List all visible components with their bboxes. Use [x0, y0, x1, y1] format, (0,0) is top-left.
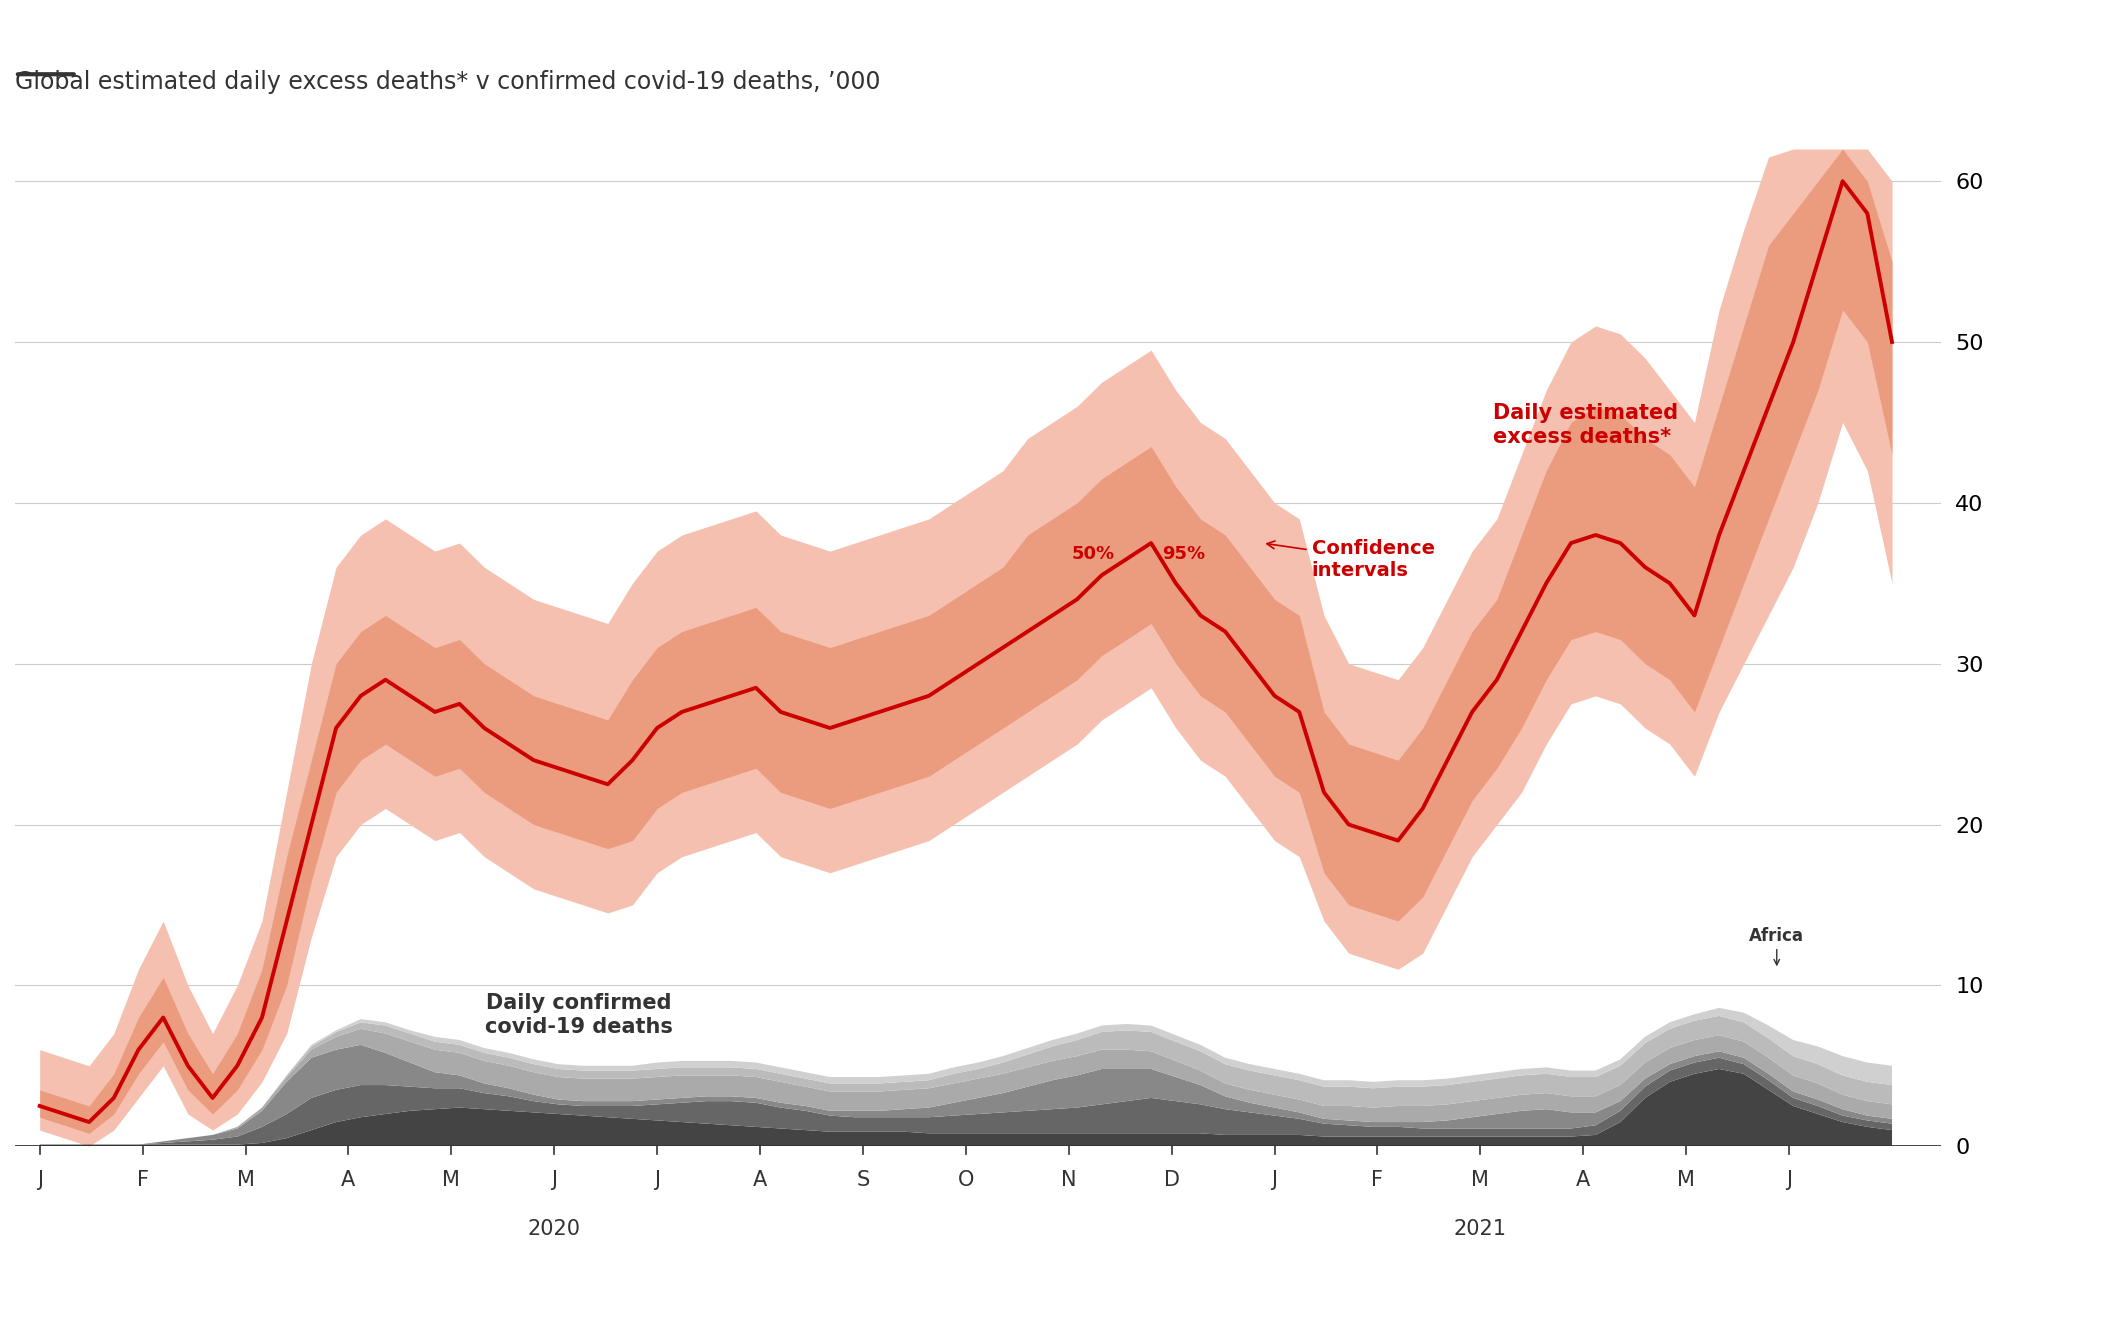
Text: S: S — [856, 1170, 869, 1190]
Text: F: F — [137, 1170, 149, 1190]
Text: Asia (excl. India)
& Oceania: Asia (excl. India) & Oceania — [1004, 914, 1159, 953]
Text: 50%: 50% — [1071, 545, 1115, 564]
Text: J: J — [36, 1170, 42, 1190]
Text: Global estimated daily excess deaths* v confirmed covid-19 deaths, ’000: Global estimated daily excess deaths* v … — [15, 71, 879, 94]
Text: O: O — [957, 1170, 974, 1190]
Text: 2020: 2020 — [528, 1218, 581, 1238]
Text: M: M — [1677, 1170, 1696, 1190]
Text: D: D — [1164, 1170, 1180, 1190]
Text: Confidence
intervals: Confidence intervals — [1267, 538, 1435, 580]
Text: A: A — [1576, 1170, 1591, 1190]
Text: US: US — [863, 1061, 888, 1078]
Text: 95%: 95% — [1161, 545, 1206, 564]
Text: Americas
(excl. US): Americas (excl. US) — [1422, 1014, 1513, 1053]
Text: J: J — [551, 1170, 558, 1190]
Text: J: J — [654, 1170, 661, 1190]
Text: N: N — [1060, 1170, 1077, 1190]
Text: M: M — [442, 1170, 461, 1190]
Text: F: F — [1372, 1170, 1384, 1190]
Text: 2021: 2021 — [1454, 1218, 1506, 1238]
Text: M: M — [236, 1170, 255, 1190]
Text: J: J — [1271, 1170, 1277, 1190]
Text: Europe: Europe — [945, 1019, 1012, 1037]
Text: Daily confirmed
covid-19 deaths: Daily confirmed covid-19 deaths — [486, 994, 673, 1037]
Text: A: A — [341, 1170, 356, 1190]
Text: India: India — [1774, 1088, 1820, 1106]
Text: A: A — [753, 1170, 768, 1190]
Text: J: J — [1786, 1170, 1793, 1190]
Text: Africa: Africa — [1748, 927, 1805, 945]
Text: M: M — [1471, 1170, 1490, 1190]
Text: Daily estimated
excess deaths*: Daily estimated excess deaths* — [1492, 403, 1677, 446]
